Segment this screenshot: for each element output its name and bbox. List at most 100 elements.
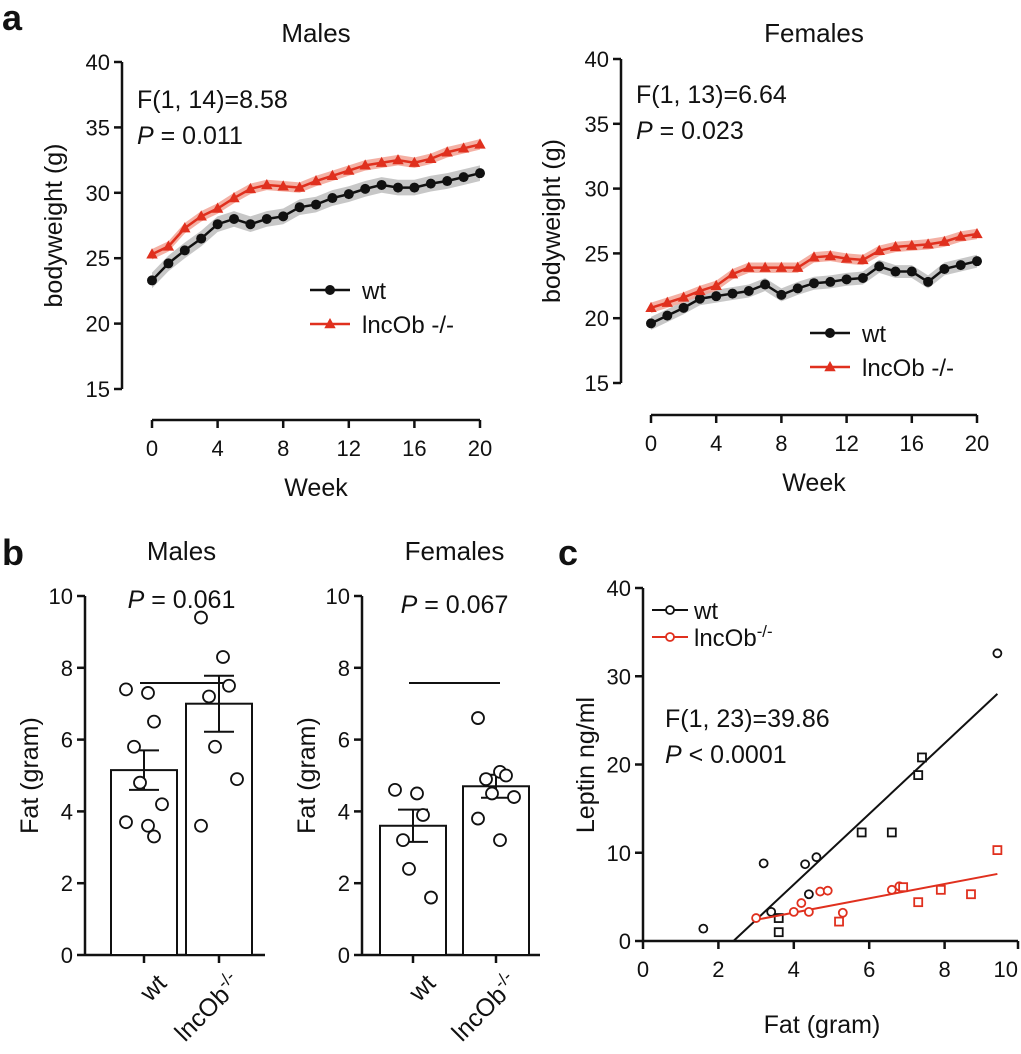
data-point-square: [917, 752, 927, 763]
data-point-circle: [698, 923, 709, 934]
data-point: [939, 263, 950, 274]
data-point: [971, 227, 983, 239]
data-point-circle: [751, 913, 761, 923]
y-tick-label: 15: [585, 371, 609, 396]
x-tick-label: 12: [834, 431, 858, 456]
data-point: [857, 273, 868, 284]
data-point: [857, 253, 869, 265]
stat-p-value: P = 0.023: [636, 117, 744, 145]
data-point: [310, 175, 322, 186]
data-point: [759, 261, 771, 272]
data-point: [775, 261, 788, 272]
data-point: [311, 199, 321, 210]
data-point: [360, 183, 371, 194]
y-tick-label: 8: [61, 656, 73, 681]
data-point: [677, 291, 690, 302]
data-point: [147, 275, 157, 286]
chart-title: Males: [147, 536, 216, 566]
data-point: [442, 176, 453, 187]
data-point: [808, 251, 820, 262]
data-point: [196, 233, 207, 244]
data-point: [343, 164, 355, 175]
x-tick-label: 4: [788, 957, 800, 982]
bar-wt: [110, 769, 178, 956]
data-point: [890, 266, 901, 277]
data-point: [119, 682, 133, 697]
data-point: [229, 213, 239, 224]
data-point: [127, 739, 141, 754]
data-point: [938, 235, 951, 246]
y-tick-label: 20: [585, 306, 609, 331]
data-point: [147, 714, 161, 729]
data-point: [211, 202, 224, 213]
data-point: [662, 310, 673, 321]
x-tick-label: 8: [938, 957, 950, 982]
data-point: [425, 152, 437, 163]
legend-label: lncOb -/-: [362, 312, 454, 339]
x-axis-label: Week: [284, 474, 348, 502]
y-tick-label: 10: [49, 584, 73, 609]
data-point: [230, 772, 244, 786]
stat-f-value: F(1, 13)=6.64: [636, 81, 787, 109]
data-point: [792, 261, 804, 272]
x-tick-label-wt: wt: [403, 969, 441, 1007]
data-point-square: [935, 884, 946, 895]
data-point: [471, 711, 485, 725]
data-point-square: [992, 845, 1003, 856]
data-point: [408, 156, 421, 167]
x-tick-label: 0: [637, 957, 649, 982]
legend-marker: [325, 285, 335, 295]
chart-males-bodyweight: Males 15 20 25 30 35 40 0 4 8 12 16 20 Week bodyweight…: [40, 18, 492, 502]
y-tick-label: 25: [585, 241, 609, 266]
y-tick-label: 30: [86, 181, 110, 206]
data-point: [147, 829, 161, 844]
data-point: [874, 261, 885, 272]
data-point: [841, 274, 852, 285]
data-point: [458, 172, 469, 183]
data-point: [222, 678, 236, 693]
data-point: [475, 168, 485, 179]
data-point-square: [966, 889, 976, 900]
y-tick-label: 40: [86, 50, 110, 75]
data-point: [923, 276, 934, 287]
data-point: [955, 260, 966, 271]
chart-leptin-vs-fat: 0 10 20 30 40 0 2 4 6 8 10 Fat (gram) Leptin ng/ml F(…: [572, 576, 1020, 1039]
data-point: [743, 285, 754, 296]
legend-label: lncOb-/-: [694, 622, 773, 653]
data-point: [261, 213, 272, 224]
data-point: [343, 189, 354, 200]
panel-letter-c: c: [558, 532, 578, 573]
data-point-circle: [766, 906, 777, 917]
data-point: [244, 182, 257, 194]
data-point: [457, 142, 470, 153]
data-point: [402, 861, 416, 876]
data-point-circle: [803, 889, 814, 900]
data-point: [277, 180, 289, 191]
data-point: [410, 786, 424, 801]
data-point: [825, 276, 836, 287]
data-point: [162, 240, 175, 251]
data-point-circle: [800, 859, 811, 870]
data-point-square: [773, 913, 784, 923]
data-point: [195, 210, 207, 221]
x-tick-label: 0: [146, 436, 158, 461]
p-value-label: P = 0.061: [128, 586, 236, 614]
data-point: [646, 318, 656, 329]
legend-marker: [824, 361, 836, 372]
data-point: [661, 296, 673, 307]
legend-label: wt: [361, 278, 386, 305]
data-point-square: [913, 897, 924, 908]
data-point: [424, 890, 438, 905]
data-point: [922, 238, 934, 249]
data-point: [972, 256, 982, 267]
y-tick-label: 6: [338, 728, 350, 753]
x-tick-label: 16: [900, 431, 924, 456]
data-point: [471, 811, 485, 826]
x-tick-label: 20: [468, 436, 492, 461]
data-point: [194, 610, 208, 625]
y-tick-label: 4: [61, 799, 73, 824]
y-tick-label: 0: [61, 943, 73, 968]
data-point: [119, 815, 133, 830]
y-tick-label: 40: [607, 576, 631, 601]
